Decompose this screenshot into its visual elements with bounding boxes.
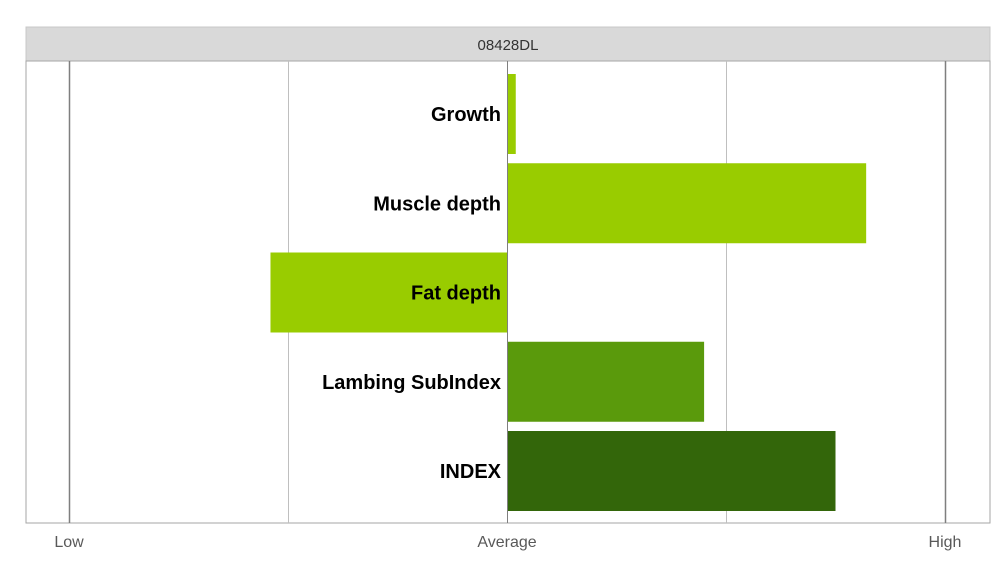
bar-muscle-depth (507, 163, 867, 244)
category-label: Fat depth (411, 283, 501, 305)
bar-layer (270, 74, 867, 511)
bar-growth (507, 74, 516, 154)
category-label: Muscle depth (373, 193, 501, 215)
bar-lambing-subindex (507, 341, 705, 422)
bar-fat-depth (270, 252, 507, 333)
bar-index (507, 431, 836, 511)
x-tick-label: High (929, 534, 962, 551)
x-tick-label: Average (477, 534, 536, 551)
x-tick-label: Low (54, 534, 84, 551)
category-label: INDEX (440, 461, 502, 483)
title-strip (25, 26, 991, 62)
x-tick-label-layer: Low Average High (54, 534, 961, 551)
category-label: Growth (431, 104, 501, 126)
category-label: Lambing SubIndex (322, 372, 501, 394)
chart-title: 08428DL (478, 37, 539, 54)
category-label-layer: Growth Muscle depth Fat depth Lambing SubIn… (322, 61, 508, 523)
